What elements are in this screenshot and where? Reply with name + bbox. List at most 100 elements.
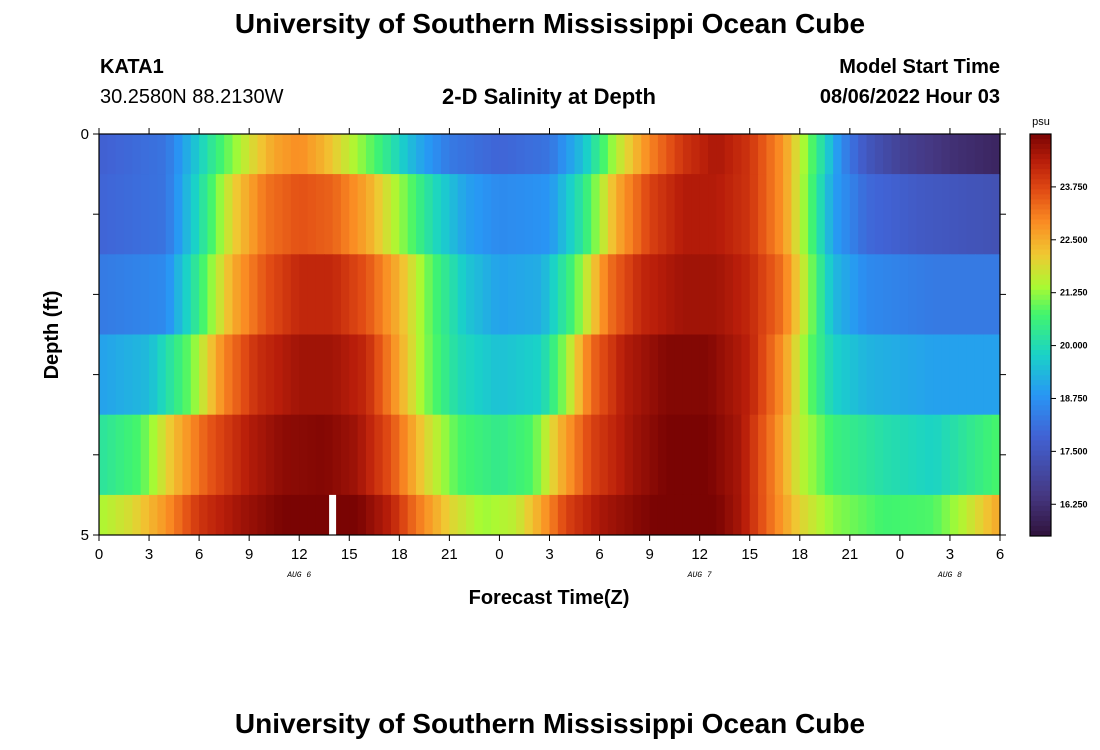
- heatmap-cell: [399, 174, 409, 255]
- heatmap-cell: [307, 494, 317, 536]
- heatmap-cell: [349, 254, 359, 335]
- heatmap-cell: [574, 414, 584, 496]
- heatmap-cell: [474, 174, 484, 255]
- heatmap-cell: [165, 414, 175, 496]
- colorbar-segment: [1030, 259, 1051, 266]
- heatmap-cell: [499, 174, 509, 255]
- x-tick-label: 0: [495, 546, 503, 563]
- heatmap-cell: [149, 414, 158, 496]
- heatmap-cell: [457, 414, 467, 496]
- heatmap-cell: [599, 494, 609, 536]
- heatmap-cell: [974, 334, 984, 416]
- heatmap-cell: [466, 174, 476, 255]
- heatmap-cell: [474, 134, 484, 175]
- heatmap-cell: [791, 254, 801, 335]
- heatmap-cell: [574, 174, 584, 255]
- heatmap-cell: [557, 174, 567, 255]
- heatmap-cell: [891, 334, 901, 416]
- heatmap-cell: [557, 134, 567, 175]
- heatmap-cell: [499, 414, 509, 496]
- heatmap-cell: [157, 254, 167, 335]
- heatmap-cell: [541, 254, 551, 335]
- heatmap-cell: [307, 334, 317, 416]
- heatmap-cell: [774, 134, 784, 175]
- heatmap-cell: [824, 134, 834, 175]
- heatmap-cell: [691, 334, 701, 416]
- colorbar-segment: [1030, 219, 1051, 225]
- colorbar-segment: [1030, 360, 1051, 366]
- heatmap-cell: [941, 414, 951, 496]
- heatmap-cell: [416, 254, 425, 335]
- heatmap-cell: [783, 134, 793, 175]
- heatmap-cell: [382, 254, 392, 335]
- heatmap-cell: [924, 494, 934, 536]
- heatmap-cell: [866, 134, 876, 175]
- colorbar-segment: [1030, 530, 1051, 537]
- heatmap-cell: [699, 174, 709, 255]
- heatmap-cell: [874, 414, 884, 496]
- heatmap-cell: [432, 494, 442, 536]
- heatmap-cell: [107, 494, 117, 536]
- heatmap-cell: [799, 414, 809, 496]
- heatmap-cell: [591, 254, 601, 335]
- x-tick-label: 21: [841, 546, 858, 563]
- heatmap-cell: [858, 494, 868, 536]
- heatmap-cell: [482, 334, 492, 416]
- heatmap-cell: [541, 414, 551, 496]
- heatmap-cell: [808, 334, 818, 416]
- colorbar-segment: [1030, 350, 1051, 356]
- heatmap-cell: [215, 174, 225, 255]
- heatmap-cell: [899, 334, 909, 416]
- heatmap-cell: [974, 174, 984, 255]
- heatmap-cell: [466, 134, 476, 175]
- heatmap-cell: [257, 174, 267, 255]
- heatmap-cell: [390, 134, 400, 175]
- heatmap-cell: [340, 494, 350, 536]
- colorbar-gradient: [1030, 134, 1051, 537]
- heatmap-cell: [716, 334, 726, 416]
- heatmap-cell: [991, 134, 1001, 175]
- heatmap-cell: [199, 174, 209, 255]
- colorbar-segment: [1030, 199, 1051, 205]
- heatmap-cell: [833, 414, 843, 496]
- colorbar-segment: [1030, 314, 1051, 321]
- heatmap-cell: [591, 134, 601, 175]
- day-label: AUG 6: [286, 571, 311, 580]
- heatmap-cell: [933, 254, 943, 335]
- heatmap-cell: [741, 174, 751, 255]
- heatmap-cell: [958, 494, 968, 536]
- heatmap-cell: [958, 174, 968, 255]
- heatmap-cell: [424, 414, 434, 496]
- heatmap-cell: [407, 494, 417, 536]
- heatmap-cell: [899, 254, 909, 335]
- x-tick-label: 21: [441, 546, 458, 563]
- model-start-label: Model Start Time: [839, 56, 1000, 78]
- heatmap-cell: [657, 254, 667, 335]
- colorbar-segment: [1030, 365, 1051, 371]
- heatmap-cell: [374, 414, 384, 496]
- heatmap-cell: [157, 414, 167, 496]
- heatmap-cell: [424, 134, 434, 175]
- station-id: KATA1: [100, 56, 164, 78]
- heatmap-cell: [249, 134, 259, 175]
- heatmap-cell: [324, 134, 334, 175]
- heatmap-cell: [382, 414, 392, 496]
- x-tick-label: 6: [996, 546, 1004, 563]
- heatmap-cell: [991, 254, 1001, 335]
- heatmap-cell: [457, 134, 467, 175]
- heatmap-cell: [657, 134, 667, 175]
- heatmap-cell: [207, 174, 217, 255]
- heatmap-cell: [199, 254, 209, 335]
- heatmap-cell: [365, 494, 375, 536]
- heatmap-cell: [299, 254, 309, 335]
- heatmap-cell: [733, 334, 742, 416]
- heatmap-cell: [749, 174, 759, 255]
- x-tick-label: 15: [341, 546, 358, 563]
- heatmap-cell: [708, 414, 717, 496]
- heatmap-cell: [207, 134, 217, 175]
- heatmap-cell: [966, 174, 976, 255]
- heatmap-cell: [99, 174, 108, 255]
- heatmap-cell: [466, 254, 476, 335]
- heatmap-cell: [332, 134, 342, 175]
- y-axis-title: Depth (ft): [41, 291, 63, 380]
